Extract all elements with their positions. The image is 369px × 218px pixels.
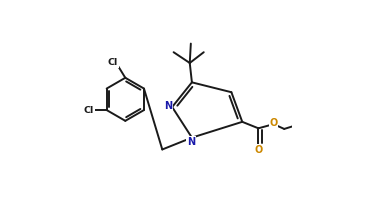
Text: N: N (164, 101, 172, 111)
Text: N: N (187, 137, 195, 147)
Text: O: O (269, 118, 277, 128)
Text: Cl: Cl (108, 58, 118, 67)
Text: O: O (254, 145, 262, 155)
Text: Cl: Cl (84, 106, 94, 115)
